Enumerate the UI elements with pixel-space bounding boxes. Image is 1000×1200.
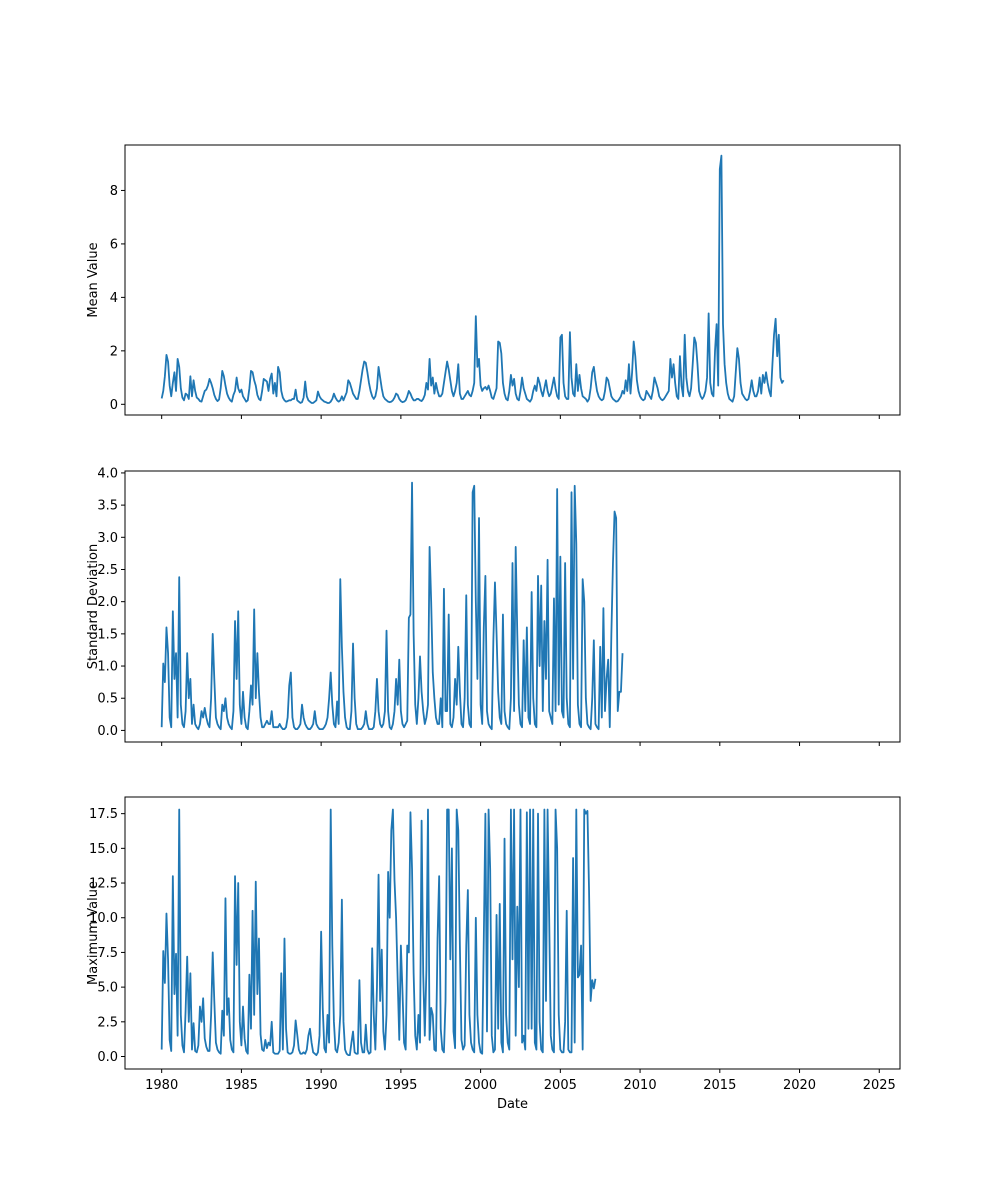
y-tick-label: 1.5 [97,627,118,642]
x-tick-label: 1990 [305,1078,338,1093]
x-axis-label: Date [497,1097,528,1112]
y-tick-label: 3.0 [97,531,118,546]
y-tick-label: 0 [110,398,118,413]
y-tick-label: 12.5 [89,877,118,892]
y-tick-group: 0 2 4 6 8 [110,184,125,413]
y-tick-label: 8 [110,184,118,199]
x-tick-label: 1985 [225,1078,258,1093]
series-line [160,481,624,731]
y-tick-label: 5.0 [97,981,118,996]
y-tick-label: 17.5 [89,807,118,822]
axes-frame [124,796,901,1070]
axes-frame [124,144,901,416]
y-tick-group: 0.0 0.5 1.0 1.5 2.0 2.5 3.0 3.5 4.0 [97,466,125,739]
x-tick-label: 2025 [863,1078,896,1093]
y-tick-label: 15.0 [89,842,118,857]
x-tick-label: 1980 [145,1078,178,1093]
y-tick-label: 2.5 [97,1015,118,1030]
axes-frame [124,470,901,743]
y-tick-label: 2.5 [97,563,118,578]
y-tick-label: 6 [110,237,118,252]
x-tick-label: 2005 [544,1078,577,1093]
x-tick-label: 1995 [384,1078,417,1093]
x-tick-label: 2010 [624,1078,657,1093]
x-tick-group [161,415,880,419]
y-tick-label: 10.0 [89,911,118,926]
y-tick-label: 0.0 [97,1050,118,1065]
x-tick-group [161,742,880,746]
y-tick-label: 2.0 [97,595,118,610]
panel-standard-deviation: 0.0 0.5 1.0 1.5 2.0 2.5 3.0 3.5 4.0 Standard Dev… [86,466,901,746]
x-tick-label: 2015 [703,1078,736,1093]
series-line [160,154,785,404]
y-tick-label: 3.5 [97,499,118,514]
x-tick-group: 1980 1985 1990 1995 2000 2005 2010 2015 2020 2025 [145,1069,896,1093]
y-tick-label: 4.0 [97,466,118,481]
y-tick-label: 0.0 [97,724,118,739]
y-tick-label: 1.0 [97,660,118,675]
series-line [160,808,597,1057]
x-tick-label: 2020 [783,1078,816,1093]
y-tick-group: 0.0 2.5 5.0 7.5 10.0 12.5 15.0 17.5 [89,807,125,1065]
y-axis-label: Mean Value [86,242,101,317]
y-tick-label: 0.5 [97,692,118,707]
y-tick-label: 7.5 [97,946,118,961]
x-tick-label: 2000 [464,1078,497,1093]
y-tick-label: 2 [110,344,118,359]
y-tick-label: 4 [110,291,118,306]
panel-maximum-value: 0.0 2.5 5.0 7.5 10.0 12.5 15.0 17.5 1980 1985 199… [86,796,901,1112]
y-axis-label: Maximum Value [86,881,101,985]
panel-mean-value: 0 2 4 6 8 Mean Value [86,144,901,419]
y-axis-label: Standard Deviation [86,544,101,669]
